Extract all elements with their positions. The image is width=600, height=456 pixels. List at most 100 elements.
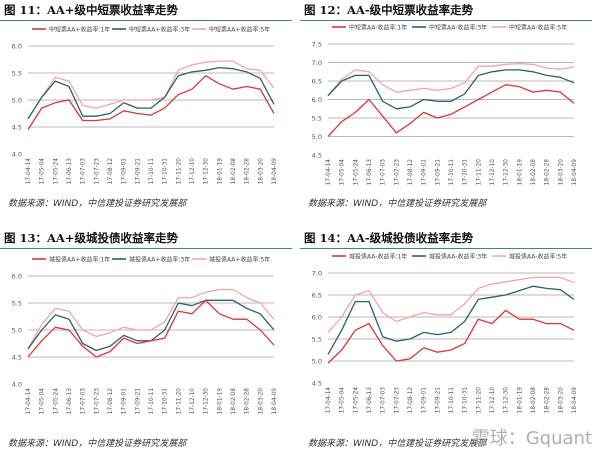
y-tick-label: 7.0 — [312, 270, 322, 278]
x-tick-label: 17-05-04 — [340, 159, 346, 186]
x-tick-label: 17-09-21 — [435, 159, 441, 186]
legend-label: 中短票AA+收益率:3年 — [129, 26, 190, 34]
x-tick-label: 17-10-11 — [449, 159, 455, 186]
x-tick-label: 17-04-14 — [26, 388, 32, 415]
x-tick-label: 17-07-23 — [94, 158, 100, 185]
x-tick-label: 17-04-14 — [26, 158, 32, 185]
x-tick-label: 18-02-28 — [245, 158, 251, 185]
x-tick-label: 17-09-21 — [135, 158, 141, 185]
y-tick-label: 5.5 — [12, 300, 22, 308]
y-tick-label: 5.0 — [12, 97, 22, 105]
x-tick-label: 17-12-30 — [204, 158, 210, 185]
x-tick-label: 18-01-19 — [217, 388, 223, 415]
x-tick-label: 17-09-01 — [422, 387, 428, 414]
title-rule — [0, 248, 292, 249]
x-tick-label: 17-11-20 — [476, 159, 482, 186]
chart-panel-13: 图 13：AA+级城投债收益率走势 城投债AA+收益率:1年 城投债AA+收益率:… — [0, 228, 300, 456]
x-tick-label: 17-08-12 — [408, 387, 414, 414]
x-tick-label: 17-10-11 — [449, 387, 455, 414]
series-line-y5 — [327, 62, 575, 97]
x-tick-label: 18-02-28 — [545, 387, 551, 414]
x-tick-label: 18-04-09 — [572, 387, 578, 414]
chart-title: 图 12：AA-级中短票收益率走势 — [304, 3, 474, 17]
y-tick-label: 4.0 — [12, 151, 22, 159]
x-tick-label: 17-12-10 — [190, 158, 196, 185]
source-note: 数据来源：WIND，中信建投证券研究发展部 — [8, 199, 187, 209]
x-tick-label: 17-10-31 — [163, 158, 169, 185]
x-tick-label: 17-09-01 — [122, 158, 128, 185]
chart-title: 图 14：AA-级城投债收益率走势 — [304, 231, 474, 245]
x-tick-label: 18-02-08 — [531, 387, 537, 414]
x-tick-label: 17-10-11 — [149, 388, 155, 415]
x-tick-label: 17-09-21 — [135, 388, 141, 415]
series-line-y3 — [27, 66, 275, 120]
x-tick-label: 18-03-20 — [558, 387, 564, 414]
x-tick-label: 17-07-03 — [81, 158, 87, 185]
x-tick-label: 18-04-09 — [272, 388, 278, 415]
x-tick-label: 17-07-03 — [381, 159, 387, 186]
x-tick-label: 17-05-04 — [40, 388, 46, 415]
chart-panel-14: 图 14：AA-级城投债收益率走势 城投债AA-收益率:1年 城投债AA-收益率:… — [300, 228, 600, 456]
y-tick-label: 6.5 — [312, 292, 322, 300]
x-tick-label: 17-05-24 — [353, 387, 359, 414]
x-tick-label: 17-10-31 — [463, 159, 469, 186]
x-tick-label: 17-09-21 — [435, 387, 441, 414]
y-tick-label: 5.5 — [312, 115, 322, 123]
x-tick-label: 17-07-23 — [394, 159, 400, 186]
x-tick-label: 17-06-13 — [67, 388, 73, 415]
legend-label: 中短票AA+收益率:1年 — [49, 26, 110, 34]
x-tick-label: 18-03-20 — [258, 158, 264, 185]
y-tick-label: 4.5 — [12, 354, 22, 362]
series-line-y1 — [327, 309, 575, 364]
series-line-y1 — [327, 84, 575, 137]
x-tick-label: 17-12-30 — [504, 387, 510, 414]
x-tick-label: 17-06-13 — [67, 158, 73, 185]
y-tick-label: 5.0 — [312, 358, 322, 366]
x-tick-label: 18-02-28 — [245, 388, 251, 415]
x-tick-label: 17-11-20 — [176, 158, 182, 185]
series-line-y5 — [27, 60, 275, 120]
x-tick-label: 17-10-31 — [463, 387, 469, 414]
series-line-y5 — [27, 288, 275, 350]
x-tick-label: 17-07-03 — [381, 387, 387, 414]
x-tick-label: 17-04-14 — [326, 159, 332, 186]
x-tick-label: 17-12-10 — [490, 159, 496, 186]
legend-label: 中短票AA-收益率:5年 — [509, 24, 567, 32]
x-tick-label: 17-10-31 — [163, 388, 169, 415]
y-tick-label: 5.5 — [312, 336, 322, 344]
x-tick-label: 17-06-13 — [367, 159, 373, 186]
series-line-y1 — [27, 299, 275, 358]
legend-label: 中短票AA-收益率:1年 — [349, 24, 407, 32]
source-note: 数据来源：WIND，中信建投证券研究发展部 — [308, 439, 487, 449]
x-tick-label: 17-11-20 — [476, 387, 482, 414]
chart-panel-11: 图 11：AA+级中短票收益率走势 中短票AA+收益率:1年 中短票AA+收益率:… — [0, 0, 300, 228]
title-rule — [0, 20, 292, 21]
x-tick-label: 18-02-08 — [531, 159, 537, 186]
series-line-y3 — [327, 285, 575, 355]
x-tick-label: 18-02-28 — [545, 159, 551, 186]
legend-label: 城投债AA+收益率:3年 — [129, 256, 190, 264]
x-tick-label: 18-01-19 — [517, 387, 523, 414]
x-tick-label: 18-03-20 — [258, 388, 264, 415]
x-tick-label: 17-07-23 — [94, 388, 100, 415]
y-tick-label: 6.0 — [312, 96, 322, 104]
legend-label: 中短票AA+收益率:5年 — [209, 26, 270, 34]
y-tick-label: 6.0 — [12, 43, 22, 51]
chart-13-svg: 城投债AA+收益率:1年 城投债AA+收益率:3年 城投债AA+收益率:5年 4.0 4… — [12, 256, 278, 415]
y-tick-label: 6.0 — [312, 314, 322, 322]
y-tick-label: 6.0 — [12, 273, 22, 281]
x-tick-label: 18-02-08 — [231, 158, 237, 185]
y-tick-label: 6.5 — [312, 78, 322, 86]
source-note: 数据来源：WIND，中信建投证券研究发展部 — [308, 199, 487, 209]
x-tick-label: 17-11-20 — [176, 388, 182, 415]
y-tick-label: 5.0 — [12, 327, 22, 335]
chart-title: 图 13：AA+级城投债收益率走势 — [4, 231, 178, 245]
x-tick-label: 17-10-11 — [149, 158, 155, 185]
chart-14-svg: 城投债AA-收益率:1年 城投债AA-收益率:3年 城投债AA-收益率:5年 4.5 5… — [312, 253, 578, 414]
x-tick-label: 17-12-10 — [190, 388, 196, 415]
series-line-y5 — [327, 276, 575, 333]
x-tick-label: 18-03-20 — [558, 159, 564, 186]
series-line-y1 — [27, 75, 275, 131]
x-tick-label: 17-04-14 — [326, 387, 332, 414]
x-tick-label: 18-04-09 — [572, 159, 578, 186]
